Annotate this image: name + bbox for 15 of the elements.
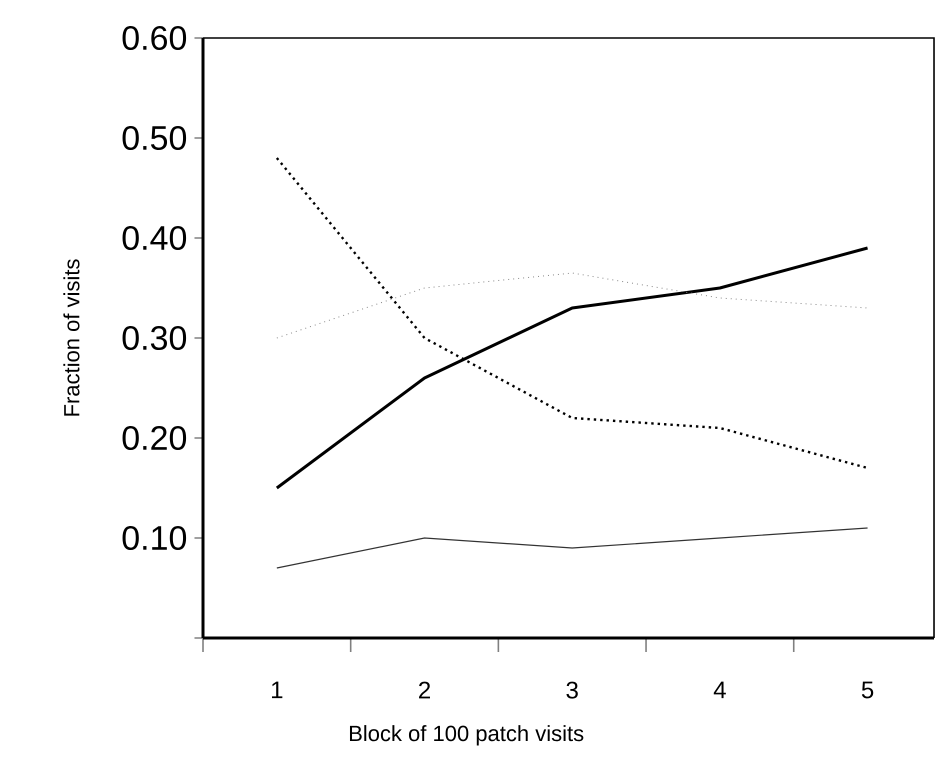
x-tick-label: 5 — [862, 682, 874, 698]
y-tick-label: 0.50 — [122, 126, 186, 150]
x-tick-label: 2 — [419, 682, 430, 698]
y-tick-label: 0.10 — [122, 526, 186, 550]
y-tick-label: 0.30 — [122, 326, 186, 350]
x-tick-label: 4 — [714, 682, 726, 698]
y-axis-title: Fraction of visits — [63, 259, 80, 416]
line-series — [276, 527, 868, 569]
x-tick-label: 3 — [566, 682, 578, 699]
x-tick-label: 1 — [272, 682, 282, 698]
y-tick-label: 0.20 — [122, 426, 186, 450]
y-tick-label: 0.40 — [122, 226, 186, 250]
line-series — [276, 272, 868, 338]
x-axis-title: Block of 100 patch visits — [350, 725, 584, 746]
y-tick-label: 0.60 — [122, 26, 186, 50]
